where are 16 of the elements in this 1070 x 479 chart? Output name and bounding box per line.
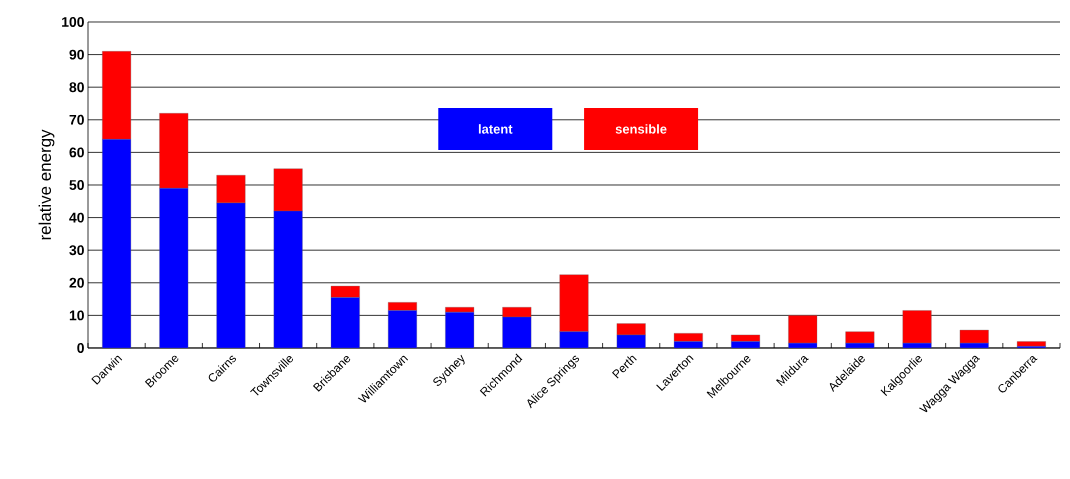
y-tick-label: 30 [69, 245, 84, 256]
y-tick-label: 40 [69, 212, 84, 223]
y-tick-label: 90 [69, 49, 84, 60]
text: latent [478, 124, 513, 134]
y-tick-label: 60 [69, 147, 84, 158]
bar [445, 311, 475, 349]
y-tick-label: 10 [69, 310, 84, 321]
y-tick-label: 0 [77, 343, 84, 353]
y-tick-label: 70 [69, 114, 84, 125]
text: sensible [615, 124, 667, 134]
y-tick-label: 80 [69, 82, 84, 93]
y-axis-title: relative energy [38, 129, 55, 240]
y-tick-label: 50 [69, 180, 84, 190]
bar [1016, 341, 1046, 347]
y-tick-label: 20 [69, 277, 84, 288]
y-tick-label: 100 [62, 17, 84, 27]
